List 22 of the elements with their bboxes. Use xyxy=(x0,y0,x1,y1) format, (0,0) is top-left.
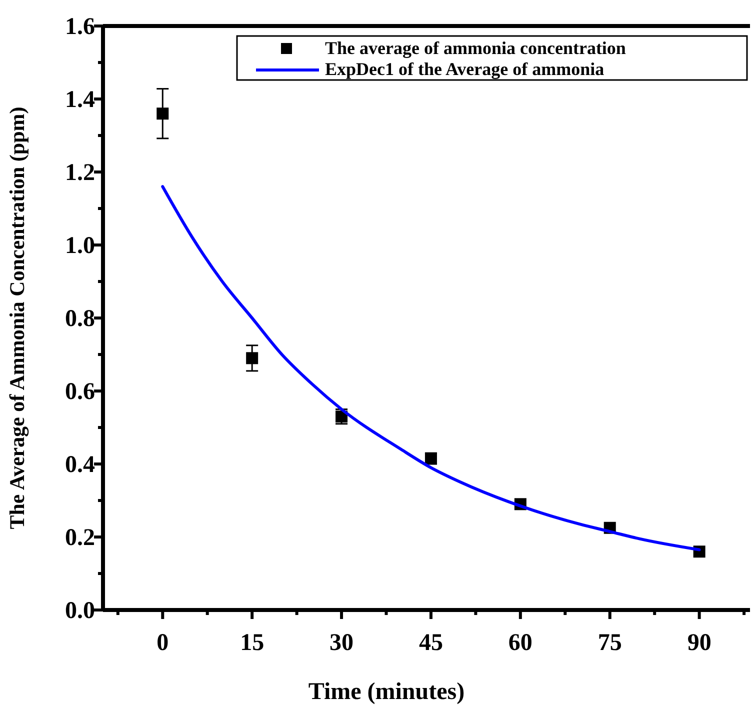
y-tick-label: 1.2 xyxy=(65,160,95,186)
x-tick-label: 75 xyxy=(598,630,622,656)
y-tick-label: 0.0 xyxy=(65,598,95,624)
x-tick-label: 0 xyxy=(156,630,169,656)
y-tick-label: 0.2 xyxy=(65,525,95,551)
point xyxy=(156,108,169,120)
x-tick-label: 30 xyxy=(330,630,354,656)
x-tick-label: 15 xyxy=(240,630,264,656)
y-tick-label: 0.8 xyxy=(65,306,95,332)
y-tick-label: 1.4 xyxy=(65,87,95,113)
y-tick-label: 1.6 xyxy=(65,14,95,40)
point xyxy=(246,352,258,364)
y-tick-label: 1.0 xyxy=(65,233,95,259)
x-tick-label: 60 xyxy=(508,630,532,656)
y-axis-title: The Average of Ammonia Concentration (ppm) xyxy=(5,106,29,530)
y-tick-label: 0.4 xyxy=(65,452,95,478)
legend-label: ExpDec1 of the Average of ammonia xyxy=(325,59,604,79)
x-tick-label: 90 xyxy=(687,630,712,656)
x-axis-title: Time (minutes) xyxy=(308,679,465,705)
legend-label: The average of ammonia concentration xyxy=(325,38,626,58)
y-tick-label: 0.6 xyxy=(65,379,95,405)
x-tick-label: 45 xyxy=(418,630,443,656)
